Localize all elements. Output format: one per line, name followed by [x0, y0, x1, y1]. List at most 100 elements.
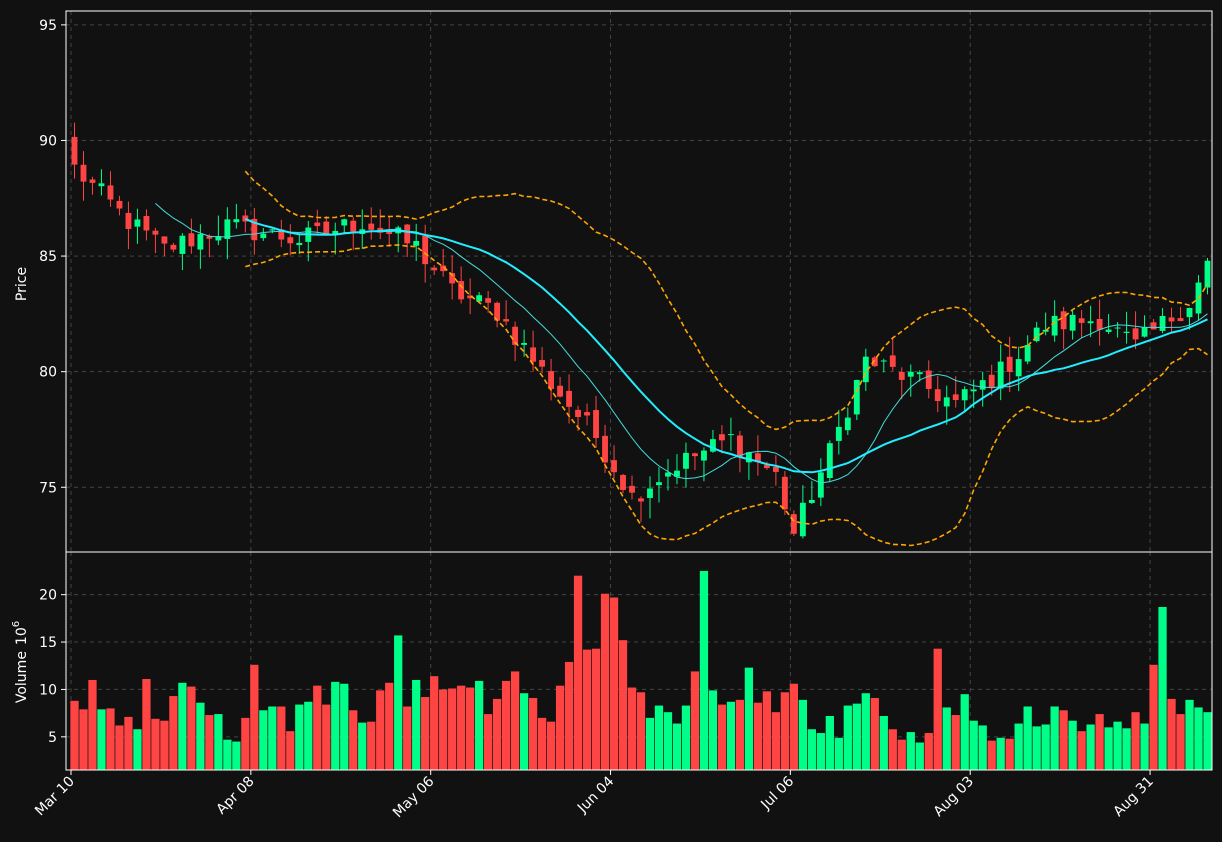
volume-bar	[1176, 714, 1185, 770]
volume-bar	[160, 720, 169, 770]
volume-bar	[717, 704, 727, 770]
volume-tick-label: 5	[48, 730, 57, 746]
candle-body	[107, 185, 114, 200]
candle-body	[584, 412, 590, 416]
volume-bar	[1014, 723, 1023, 770]
price-tick-label: 90	[39, 133, 57, 149]
volume-bar	[349, 710, 358, 770]
price-candles	[71, 122, 1211, 539]
volume-bar	[322, 704, 331, 770]
volume-bar	[708, 690, 718, 770]
candle-body	[1015, 359, 1022, 377]
candle-body	[790, 514, 797, 534]
candle-body	[916, 372, 923, 375]
volume-bar	[744, 667, 754, 770]
volume-bar	[223, 739, 232, 770]
volume-bar	[79, 709, 88, 770]
volume-bar	[879, 715, 888, 770]
candle-body	[1051, 315, 1058, 336]
candle-body	[233, 219, 240, 223]
volume-bar	[789, 683, 799, 770]
candle-body	[1087, 321, 1094, 324]
lower-band-line	[245, 244, 1208, 547]
volume-bar	[115, 725, 124, 770]
volume-bar	[1194, 707, 1203, 770]
candle-body	[521, 342, 528, 345]
candle-body	[116, 200, 123, 209]
candle-body	[727, 434, 734, 436]
volume-bar	[1032, 726, 1041, 770]
volume-bar	[1167, 698, 1176, 770]
volume-bar	[376, 690, 385, 770]
candle-body	[889, 355, 896, 367]
candle-body	[692, 453, 698, 457]
volume-bar	[600, 593, 610, 770]
volume-bar	[780, 692, 790, 770]
volume-bar	[942, 707, 951, 770]
price-tick-label: 95	[39, 18, 57, 34]
volume-bar	[1140, 723, 1149, 770]
candle-body	[476, 295, 483, 302]
volume-tick-label: 15	[39, 635, 57, 651]
candle-body	[701, 450, 707, 461]
price-tick-label: 85	[39, 249, 57, 265]
volume-bar	[259, 710, 268, 770]
candle-body	[1006, 356, 1013, 372]
candle-body	[880, 360, 887, 362]
volume-bar	[870, 697, 879, 770]
volume-bar	[214, 714, 223, 770]
volume-bar	[151, 718, 160, 770]
candle-body	[943, 397, 950, 407]
volume-bar	[501, 680, 511, 770]
candle-body	[1132, 328, 1139, 340]
volume-bar	[519, 693, 529, 770]
volume-bar	[933, 648, 942, 770]
candle-body	[1114, 327, 1121, 329]
candle-body	[647, 488, 653, 498]
candle-body	[898, 371, 905, 380]
volume-bar	[133, 729, 142, 770]
candle-body	[745, 452, 752, 463]
volume-bar	[457, 685, 466, 770]
candle-body	[98, 183, 105, 187]
candle-body	[763, 464, 770, 469]
candle-body	[808, 499, 815, 503]
volume-axis-label-text: Volume	[14, 651, 30, 703]
volume-bar	[385, 682, 394, 770]
candle-body	[638, 498, 644, 502]
candle-body	[988, 374, 995, 388]
volume-bar	[1122, 728, 1131, 770]
volume-bar	[762, 691, 772, 770]
volume-bar	[663, 712, 673, 770]
candle-body	[422, 235, 429, 265]
candle-body	[548, 371, 555, 389]
volume-bar	[915, 742, 924, 770]
volume-bar	[1023, 706, 1032, 770]
volume-bar	[286, 731, 295, 770]
volume-bar	[690, 671, 700, 770]
volume-bar	[492, 698, 502, 770]
candle-body	[278, 229, 285, 240]
volume-bar	[187, 686, 196, 770]
candle-body	[781, 476, 788, 510]
candle-body	[1105, 329, 1112, 332]
volume-y-ticks: 5 10 15 20	[39, 588, 66, 746]
volume-bar	[304, 701, 313, 770]
slow-ma-line	[244, 217, 1208, 474]
volume-bar	[618, 640, 628, 770]
volume-bar	[277, 706, 286, 770]
volume-bar	[960, 694, 969, 770]
volume-bar	[1104, 727, 1113, 770]
volume-bar	[97, 709, 106, 770]
candle-body	[826, 443, 833, 478]
candle-body	[350, 220, 357, 232]
candle-body	[494, 302, 501, 321]
candle-body	[125, 212, 132, 229]
volume-bar	[816, 733, 825, 770]
candle-body	[1033, 327, 1040, 342]
candle-body	[260, 233, 267, 239]
candle-body	[593, 410, 599, 439]
volume-bar	[430, 676, 439, 770]
volume-bar	[1203, 712, 1212, 770]
candle-body	[665, 472, 671, 477]
